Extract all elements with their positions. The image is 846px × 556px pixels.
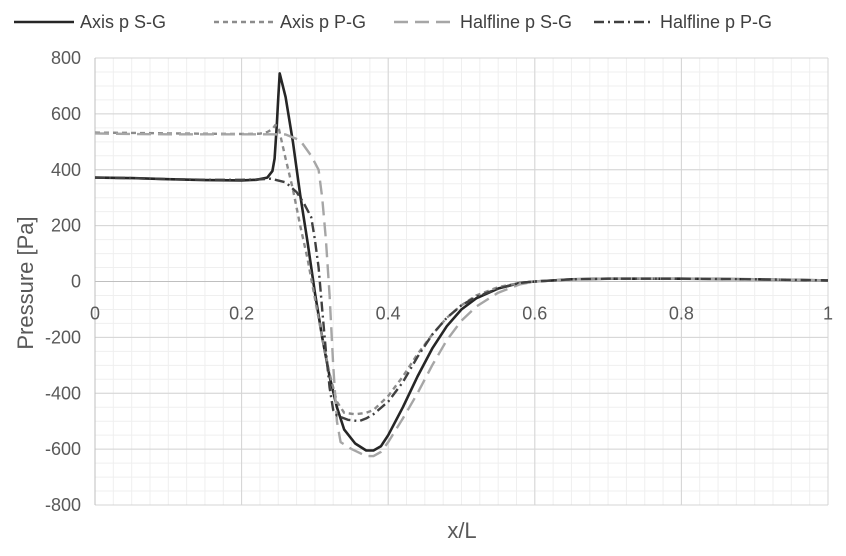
x-tick-label: 0.6 — [522, 304, 547, 324]
x-tick-label: 0.2 — [229, 304, 254, 324]
x-tick-label: 0.4 — [376, 304, 401, 324]
x-axis-tick-labels: 0 0.2 0.4 0.6 0.8 1 — [90, 304, 833, 324]
plot-area-border — [94, 58, 828, 505]
series-layer — [94, 72, 829, 458]
series-line-4 — [94, 176, 829, 423]
y-axis-title: Pressure [Pa] — [13, 216, 38, 349]
legend-label: Axis p S-G — [80, 12, 166, 32]
y-tick-label: -200 — [45, 327, 81, 347]
legend-item-4: Halfline p P-G — [594, 12, 772, 32]
y-tick-label: -800 — [45, 495, 81, 515]
y-tick-label: 200 — [51, 216, 81, 236]
legend-label: Halfline p S-G — [460, 12, 572, 32]
legend-item-2: Axis p P-G — [214, 12, 366, 32]
y-axis-tick-labels: 800 600 400 200 0 -200 -400 -600 -800 — [45, 48, 81, 515]
legend-label: Axis p P-G — [280, 12, 366, 32]
y-tick-label: -400 — [45, 383, 81, 403]
x-tick-label: 1 — [823, 304, 833, 324]
legend-label: Halfline p P-G — [660, 12, 772, 32]
series-line-2 — [94, 123, 829, 416]
x-axis-title: x/L — [447, 518, 476, 543]
y-tick-label: 600 — [51, 104, 81, 124]
legend: Axis p S-G Axis p P-G Halfline p S-G Halfli… — [14, 12, 772, 32]
x-tick-label: 0.8 — [669, 304, 694, 324]
y-tick-label: 800 — [51, 48, 81, 68]
legend-item-3: Halfline p S-G — [394, 12, 572, 32]
y-tick-label: -600 — [45, 439, 81, 459]
y-tick-label: 0 — [71, 272, 81, 292]
y-tick-label: 400 — [51, 160, 81, 180]
legend-item-1: Axis p S-G — [14, 12, 166, 32]
x-tick-label: 0 — [90, 304, 100, 324]
